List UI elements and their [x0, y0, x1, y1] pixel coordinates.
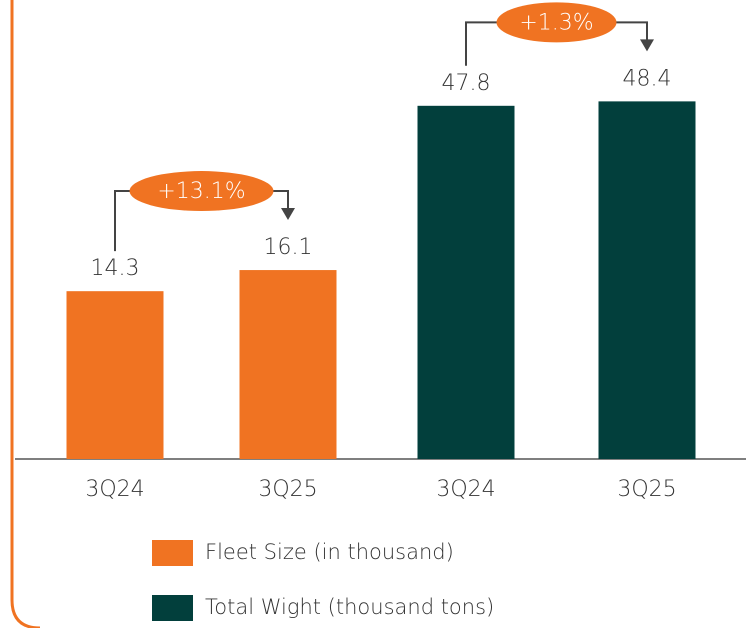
frame-border — [10, 0, 41, 628]
x-tick-label: 3Q24 — [85, 477, 144, 502]
legend-swatch — [152, 595, 193, 621]
change-label: +1.3% — [519, 10, 593, 35]
bar — [417, 105, 515, 460]
change-arrow — [640, 39, 654, 52]
x-tick-label: 3Q25 — [258, 477, 317, 502]
bar — [66, 291, 164, 459]
change-label: +13.1% — [157, 179, 245, 204]
change-badge — [496, 2, 617, 43]
value-label: 48.4 — [623, 66, 672, 91]
value-label: 14.3 — [91, 256, 140, 281]
bar — [239, 270, 337, 459]
legend-swatch — [152, 540, 193, 566]
value-label: 16.1 — [264, 235, 313, 260]
value-label: 47.8 — [442, 71, 491, 96]
bar — [598, 101, 696, 459]
change-badge — [129, 171, 274, 212]
x-tick-label: 3Q24 — [436, 477, 495, 502]
legend-label: Total Wight (thousand tons) — [205, 595, 494, 619]
x-tick-label: 3Q25 — [617, 477, 676, 502]
legend-label: Fleet Size (in thousand) — [205, 540, 454, 564]
change-arrow — [281, 208, 295, 221]
